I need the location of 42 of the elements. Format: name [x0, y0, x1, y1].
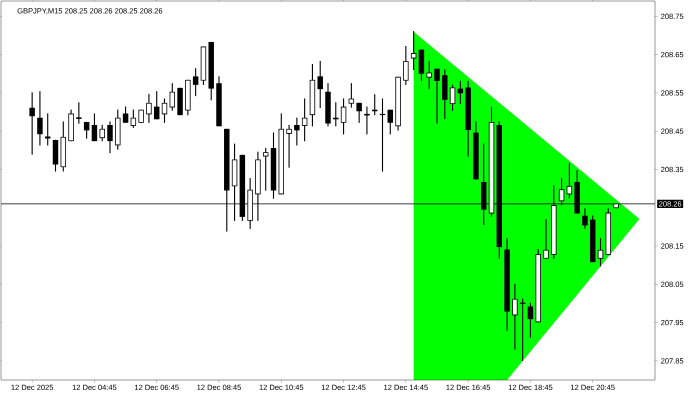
candlestick: [340, 98, 346, 134]
candlestick: [450, 84, 456, 112]
candlestick: [566, 162, 572, 198]
candlestick: [122, 106, 128, 123]
candlestick: [192, 68, 198, 96]
candlestick: [512, 284, 518, 350]
candlestick: [528, 302, 534, 338]
candlestick: [582, 208, 588, 229]
candlestick: [302, 98, 308, 142]
candlestick: [29, 92, 35, 155]
candlestick: [372, 94, 378, 116]
candlestick: [154, 91, 160, 120]
candlestick: [37, 91, 43, 146]
candlestick: [130, 110, 136, 128]
candlestick: [356, 102, 362, 123]
candlestick: [44, 113, 50, 146]
candlestick: [52, 140, 58, 172]
candlestick: [84, 122, 90, 139]
candlestick: [138, 110, 144, 123]
candlestick: [262, 148, 268, 191]
candlestick: [388, 110, 394, 134]
candlestick: [434, 68, 440, 124]
candlestick: [418, 49, 424, 82]
candlestick: [520, 298, 526, 362]
candlestick: [99, 124, 105, 142]
candlestick: [426, 60, 432, 90]
candlestick: [458, 80, 464, 104]
candlestick: [76, 102, 82, 124]
candlestick: [92, 113, 98, 142]
candlestick: [170, 83, 176, 111]
candlestick: [348, 83, 354, 108]
candlestick: [294, 118, 300, 146]
candlestick: [364, 106, 370, 134]
candlestick: [410, 31, 416, 70]
candlestick: [403, 46, 409, 86]
candlestick: [442, 69, 448, 120]
candlestick: [107, 121, 113, 154]
candlestick: [162, 98, 168, 123]
candlestick: [286, 124, 292, 168]
candlestick: [317, 60, 323, 108]
candlestick: [333, 102, 339, 126]
candlestick: [146, 94, 152, 123]
